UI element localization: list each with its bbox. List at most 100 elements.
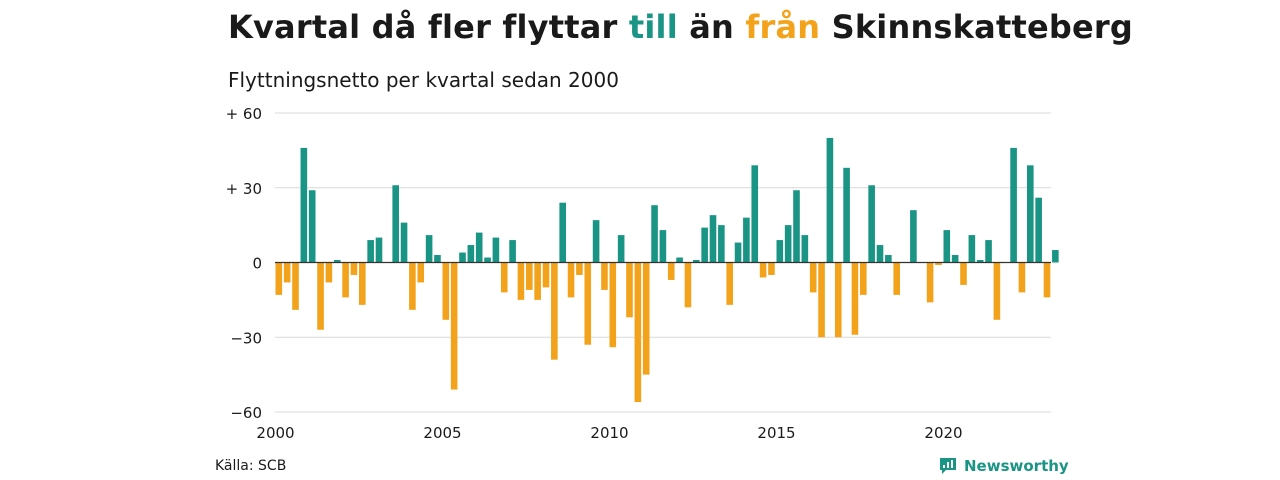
title-fran-word: från bbox=[745, 8, 821, 46]
bar bbox=[484, 257, 491, 263]
bar bbox=[718, 225, 725, 263]
bar bbox=[367, 240, 374, 263]
bar bbox=[434, 255, 441, 263]
bar bbox=[409, 262, 416, 310]
title-part-1: Kvartal då fler flyttar bbox=[228, 8, 629, 46]
bar bbox=[910, 210, 917, 263]
bar bbox=[392, 185, 399, 263]
x-tick-label: 2005 bbox=[423, 424, 461, 442]
bar bbox=[375, 237, 383, 263]
bar bbox=[500, 262, 508, 293]
bar bbox=[300, 147, 308, 263]
bar bbox=[492, 237, 500, 263]
bar bbox=[759, 262, 767, 278]
bar bbox=[526, 262, 533, 290]
bar bbox=[876, 245, 884, 263]
bar bbox=[976, 260, 984, 263]
bar bbox=[567, 262, 575, 298]
bars bbox=[275, 137, 1059, 403]
bar bbox=[943, 230, 951, 263]
bar bbox=[283, 262, 291, 283]
title-part-2: än bbox=[677, 8, 746, 46]
bar bbox=[985, 240, 992, 263]
bar bbox=[651, 205, 658, 263]
bar bbox=[584, 262, 592, 345]
bar bbox=[693, 260, 700, 263]
x-axis-ticks: 2000 2005 2010 2015 2020 bbox=[256, 424, 962, 442]
bar bbox=[993, 262, 1001, 320]
bar bbox=[1027, 165, 1034, 263]
source-note: Källa: SCB bbox=[215, 458, 287, 474]
bar bbox=[1010, 147, 1017, 263]
bar bbox=[1035, 197, 1042, 263]
bar bbox=[676, 257, 683, 263]
bar bbox=[1043, 262, 1051, 298]
y-tick-label: −60 bbox=[230, 404, 262, 422]
bar bbox=[317, 262, 324, 330]
bar bbox=[308, 190, 316, 263]
bar bbox=[1052, 250, 1059, 263]
bar bbox=[667, 262, 675, 280]
chart-title: Kvartal då fler flyttar till än från Ski… bbox=[228, 8, 1133, 46]
bar bbox=[834, 262, 842, 338]
bar bbox=[459, 252, 466, 263]
bar bbox=[826, 137, 834, 263]
bar bbox=[701, 227, 708, 263]
x-tick-label: 2010 bbox=[590, 424, 628, 442]
bar bbox=[425, 235, 433, 263]
bar bbox=[467, 245, 475, 263]
bar bbox=[659, 230, 667, 263]
bar bbox=[960, 262, 967, 285]
y-tick-label: + 30 bbox=[226, 180, 262, 198]
y-tick-label: 0 bbox=[252, 255, 262, 273]
bar bbox=[634, 262, 642, 403]
bar bbox=[292, 262, 299, 310]
bar bbox=[885, 255, 892, 263]
bar bbox=[450, 262, 458, 390]
title-part-3: Skinnskatteberg bbox=[820, 8, 1133, 46]
brand-name: Newsworthy bbox=[964, 457, 1069, 475]
bar bbox=[951, 255, 959, 263]
bar bbox=[1018, 262, 1026, 293]
bar bbox=[551, 262, 558, 360]
bar bbox=[517, 262, 525, 300]
bar bbox=[893, 262, 900, 295]
bar bbox=[743, 217, 750, 263]
bar bbox=[442, 262, 450, 320]
title-till-word: till bbox=[628, 8, 678, 46]
newsworthy-chart-icon bbox=[940, 458, 956, 474]
x-tick-label: 2020 bbox=[924, 424, 962, 442]
bar bbox=[935, 262, 942, 265]
bar bbox=[342, 262, 349, 298]
bar bbox=[809, 262, 817, 293]
bar bbox=[776, 240, 784, 263]
bar bbox=[617, 235, 625, 263]
y-tick-label: + 60 bbox=[226, 105, 262, 123]
bar bbox=[601, 262, 608, 290]
bar bbox=[592, 220, 600, 263]
bar bbox=[534, 262, 541, 300]
gridlines bbox=[275, 112, 1051, 413]
x-tick-label: 2000 bbox=[256, 424, 294, 442]
bar bbox=[726, 262, 733, 305]
bar bbox=[359, 262, 366, 305]
brand-logo: Newsworthy bbox=[938, 456, 1069, 476]
bar bbox=[768, 262, 775, 275]
y-tick-label: −30 bbox=[230, 329, 262, 347]
chart-subtitle: Flyttningsnetto per kvartal sedan 2000 bbox=[228, 68, 619, 92]
bar bbox=[559, 202, 566, 263]
bar bbox=[801, 235, 809, 263]
bar bbox=[509, 240, 516, 263]
bar bbox=[793, 190, 800, 263]
bar bbox=[576, 262, 583, 275]
bar bbox=[784, 225, 792, 263]
bar bbox=[609, 262, 617, 348]
bar bbox=[968, 235, 976, 263]
bar bbox=[860, 262, 867, 295]
bar bbox=[626, 262, 633, 318]
bar bbox=[400, 222, 408, 263]
bar bbox=[734, 242, 742, 263]
bar bbox=[333, 260, 341, 263]
bar bbox=[350, 262, 358, 275]
